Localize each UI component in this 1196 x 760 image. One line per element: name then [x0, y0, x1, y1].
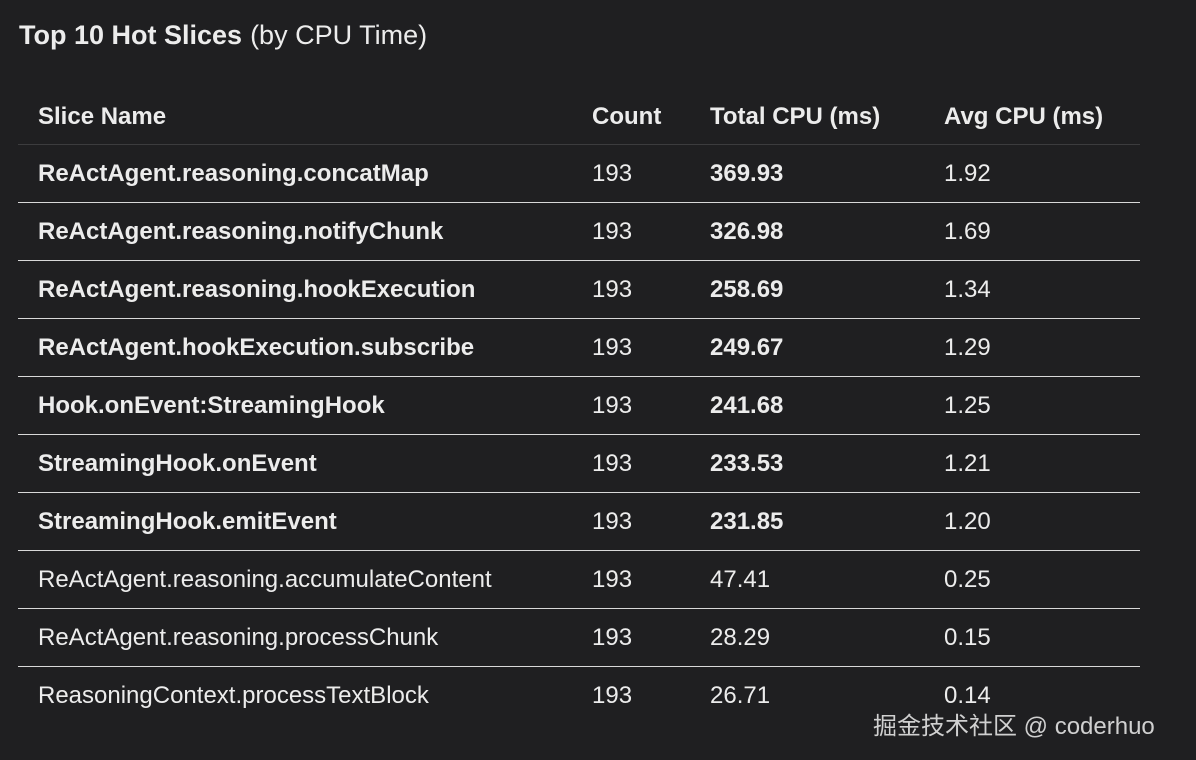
table-row: ReActAgent.reasoning.processChunk 193 28.2… — [18, 609, 1140, 667]
table-cell: 258.69 — [710, 276, 784, 303]
table-row: ReActAgent.reasoning.notifyChunk 193 326.9… — [18, 203, 1140, 261]
table-cell: 26.71 — [710, 682, 771, 709]
table-cell: 193 — [592, 682, 633, 709]
header-cell: Slice Name — [38, 103, 167, 130]
table-cell: 241.68 — [710, 392, 784, 419]
table-cell: 28.29 — [710, 624, 771, 651]
table-row: ReActAgent.hookExecution.subscribe 193 249… — [18, 319, 1140, 377]
watermark: 掘金技术社区 @ coderhuo — [873, 713, 1155, 740]
table-row: StreamingHook.onEvent 193 233.53 1.21 — [18, 435, 1140, 493]
table-cell: ReActAgent.reasoning.accumulateContent — [38, 566, 492, 593]
header-cell: Avg CPU (ms) — [944, 103, 1104, 130]
table-cell: ReActAgent.reasoning.hookExecution — [38, 276, 476, 303]
table-cell: 1.21 — [944, 450, 991, 477]
table-cell: 233.53 — [710, 450, 784, 477]
header-cell: Count — [592, 103, 662, 130]
table-cell: 193 — [592, 624, 633, 651]
table-row: StreamingHook.emitEvent 193 231.85 1.20 — [18, 493, 1140, 551]
title-suffix: (by CPU Time) — [250, 20, 428, 50]
table-cell: 193 — [592, 334, 633, 361]
table-cell: 231.85 — [710, 508, 784, 535]
table-cell: 1.29 — [944, 334, 991, 361]
header-row: Slice Name Count Total CPU (ms) Avg CPU (ms… — [18, 88, 1140, 145]
table-cell: ReActAgent.hookExecution.subscribe — [38, 334, 475, 361]
table-cell: Hook.onEvent:StreamingHook — [38, 392, 385, 419]
table-row: ReActAgent.reasoning.accumulateContent 19… — [18, 551, 1140, 609]
table-cell: 0.15 — [944, 624, 991, 651]
table-cell: 0.14 — [944, 682, 991, 709]
table-cell: 326.98 — [710, 218, 784, 245]
table-row: ReActAgent.reasoning.hookExecution 193 258… — [18, 261, 1140, 319]
table-cell: StreamingHook.onEvent — [38, 450, 317, 477]
table-cell: 193 — [592, 160, 633, 187]
table-cell: 1.69 — [944, 218, 991, 245]
table-cell: ReActAgent.reasoning.concatMap — [38, 160, 429, 187]
table-cell: 193 — [592, 566, 633, 593]
table-cell: 193 — [592, 508, 633, 535]
table-cell: ReActAgent.reasoning.notifyChunk — [38, 218, 444, 245]
table: Slice Name Count Total CPU (ms) Avg CPU (ms… — [18, 88, 1140, 724]
table-cell: 369.93 — [710, 160, 784, 187]
table-row: Hook.onEvent:StreamingHook 193 241.68 1.25 — [18, 377, 1140, 435]
table-cell: 193 — [592, 218, 633, 245]
table-row: ReActAgent.reasoning.concatMap 193 369.93 1… — [18, 145, 1140, 203]
table-cell: 1.20 — [944, 508, 991, 535]
table-cell: 1.25 — [944, 392, 991, 419]
table-cell: 47.41 — [710, 566, 771, 593]
table-cell: 1.34 — [944, 276, 991, 303]
table-cell: 193 — [592, 392, 633, 419]
table-cell: ReasoningContext.processTextBlock — [38, 682, 429, 709]
table-cell: 1.92 — [944, 160, 991, 187]
header-cell: Total CPU (ms) — [710, 103, 881, 130]
table-cell: ReActAgent.reasoning.processChunk — [38, 624, 439, 651]
table-row: ReasoningContext.processTextBlock 193 26.7… — [18, 667, 1140, 724]
table-cell: 249.67 — [710, 334, 784, 361]
title: Top 10 Hot Slices (by CPU Time) — [19, 20, 427, 51]
table-cell: 193 — [592, 276, 633, 303]
title-main: Top 10 Hot Slices — [19, 20, 243, 50]
table-cell: StreamingHook.emitEvent — [38, 508, 337, 535]
table-cell: 0.25 — [944, 566, 991, 593]
table-cell: 193 — [592, 450, 633, 477]
